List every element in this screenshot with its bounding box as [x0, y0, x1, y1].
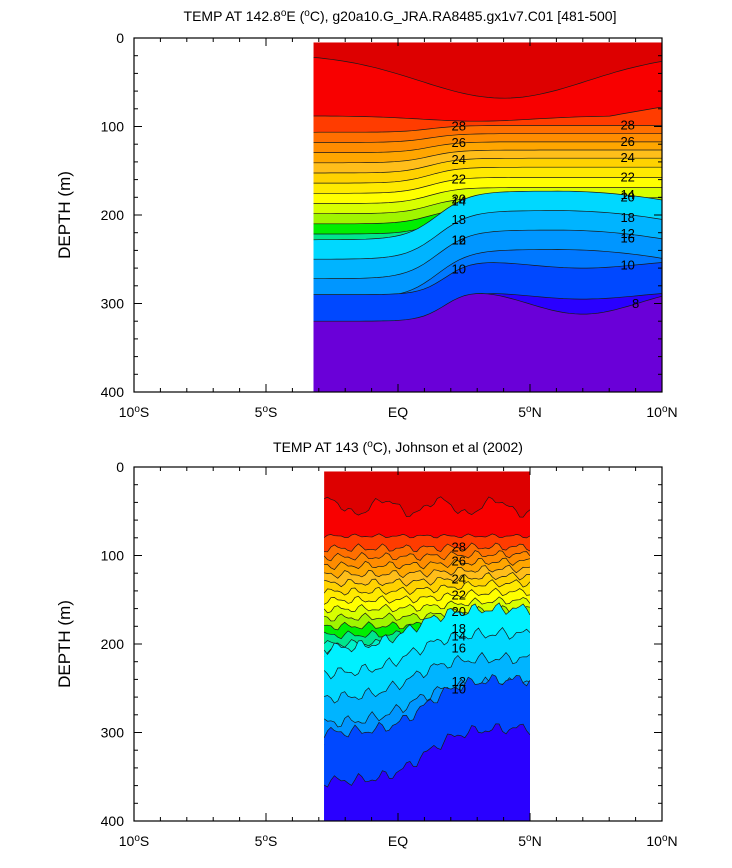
contour-line-25 — [324, 564, 530, 579]
contour-labels: 2826242220181614121028262422201816141210… — [451, 117, 639, 310]
contour-line-28 — [324, 542, 530, 553]
contour-label: 20 — [620, 190, 634, 205]
contour-line-26 — [324, 557, 530, 571]
ytick-label: 300 — [101, 725, 125, 741]
contour-line-29 — [313, 106, 662, 122]
contour-label: 10 — [620, 258, 634, 273]
contour-line-30 — [324, 496, 530, 518]
contour-fill — [324, 471, 530, 821]
contour-label: 26 — [451, 553, 465, 568]
contour-line-29 — [324, 533, 530, 539]
contour-line-13 — [313, 210, 662, 260]
contour-label: 8 — [632, 296, 639, 311]
band-8 — [324, 723, 530, 821]
contour-line-21 — [313, 187, 662, 204]
contour-label: 24 — [451, 152, 465, 167]
chart-title: TEMP AT 142.8oE (oC), g20a10.G_JRA.RA848… — [184, 8, 617, 24]
contour-label: 14 — [620, 187, 634, 202]
contour-line-26 — [313, 141, 662, 153]
contour-label: 26 — [451, 135, 465, 150]
contour-label: 14 — [451, 629, 465, 644]
ytick-label: 0 — [116, 30, 124, 46]
contour-line-10 — [324, 674, 530, 739]
ytick-label: 400 — [101, 813, 125, 829]
ytick-label: 100 — [101, 548, 125, 564]
axes: 0 100 200 300 400 10oS 5oS EQ 5oN 10oN DEPTH (m) TE… — [55, 8, 678, 420]
contour-label: 20 — [451, 604, 465, 619]
contour-line-14 — [313, 190, 662, 241]
contour-label: 10 — [451, 262, 465, 277]
contour-line-13 — [324, 651, 530, 704]
contour-line-28 — [313, 125, 662, 133]
contour-label: 10 — [451, 682, 465, 697]
ytick-label: 300 — [101, 296, 125, 312]
band-7 — [313, 293, 662, 393]
contour-line-8 — [313, 293, 662, 322]
contour-label: 22 — [620, 169, 634, 184]
contour-label: 24 — [451, 571, 465, 586]
contour-label: 18 — [620, 210, 634, 225]
xtick-label: EQ — [388, 404, 408, 420]
contour-label: 28 — [620, 117, 634, 132]
panel-top: 2826242220181614121028262422201816141210… — [55, 8, 678, 420]
contour-line-15 — [324, 602, 530, 655]
xtick-label: 10oS — [119, 833, 149, 849]
contour-line-24 — [313, 157, 662, 174]
contour-label: 16 — [451, 641, 465, 656]
chart-title: TEMP AT 143 (oC), Johnson et al (2002) — [273, 439, 523, 455]
contour-label: 22 — [451, 171, 465, 186]
contour-label: 12 — [451, 233, 465, 248]
ytick-label: 100 — [101, 119, 125, 135]
contour-line-21 — [324, 596, 530, 614]
xtick-label: 10oN — [646, 833, 677, 849]
contour-line-30 — [313, 57, 662, 99]
contour-line-25 — [313, 149, 662, 164]
contour-label: 26 — [620, 134, 634, 149]
y-axis-label: DEPTH (m) — [55, 171, 74, 259]
contour-label: 16 — [451, 232, 465, 247]
contour-line-22 — [313, 177, 662, 194]
contour-line-9 — [324, 723, 530, 788]
contour-label: 14 — [451, 194, 465, 209]
ytick-label: 0 — [116, 459, 124, 475]
contour-line-23 — [313, 166, 662, 184]
contour-label: 12 — [451, 674, 465, 689]
contour-line-10 — [313, 262, 662, 295]
xtick-label: 5oN — [518, 833, 541, 849]
xtick-label: 10oN — [646, 404, 677, 420]
xtick-label: 5oS — [255, 404, 278, 420]
contour-label: 18 — [451, 212, 465, 227]
contour-label: 24 — [620, 150, 634, 165]
axes: 0 100 200 300 400 10oS 5oS EQ 5oN 10oN DEPTH (m) TE… — [55, 439, 678, 849]
xtick-label: 10oS — [119, 404, 149, 420]
ytick-label: 400 — [101, 384, 125, 400]
ytick-label: 200 — [101, 207, 125, 223]
xtick-label: EQ — [388, 833, 408, 849]
contour-label: 28 — [451, 540, 465, 555]
contour-label: 18 — [451, 621, 465, 636]
contour-line-27 — [324, 550, 530, 562]
contour-fill — [313, 42, 662, 393]
contour-line-12 — [313, 229, 662, 280]
xtick-label: 5oS — [255, 833, 278, 849]
xtick-label: 5oN — [518, 404, 541, 420]
contour-line-24 — [324, 571, 530, 588]
contour-label: 28 — [451, 118, 465, 133]
contour-line-27 — [313, 133, 662, 143]
contour-line-22 — [324, 587, 530, 605]
contour-label: 12 — [620, 226, 634, 241]
contour-label: 20 — [451, 192, 465, 207]
y-axis-label: DEPTH (m) — [55, 600, 74, 688]
contour-line-23 — [324, 579, 530, 596]
contour-line-14 — [324, 627, 530, 680]
contour-label: 16 — [620, 230, 634, 245]
ytick-label: 200 — [101, 636, 125, 652]
contour-label: 22 — [451, 588, 465, 603]
